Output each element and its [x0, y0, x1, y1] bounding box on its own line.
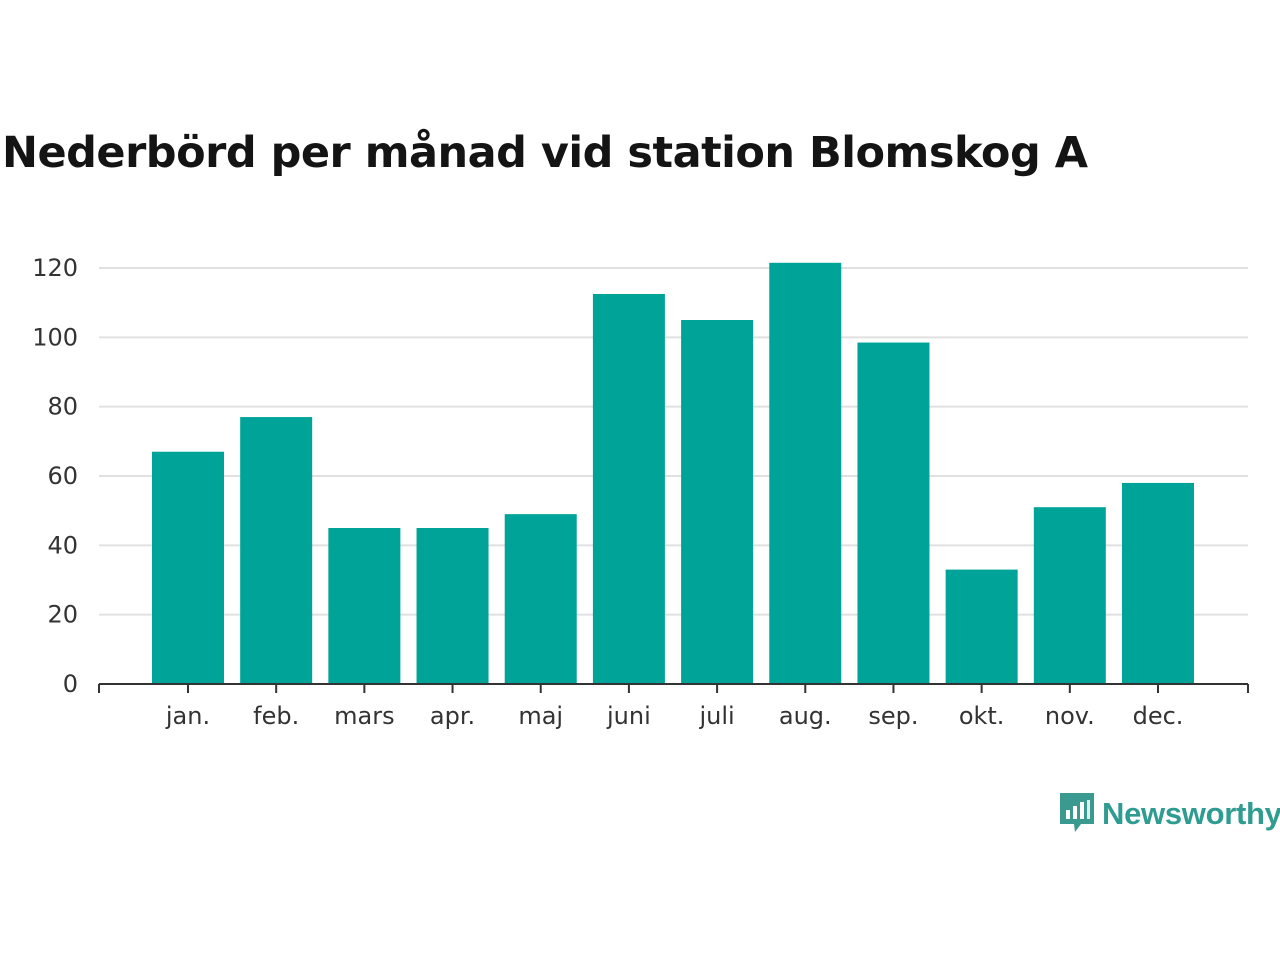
newsworthy-logo-icon [1058, 790, 1096, 838]
y-tick-label: 80 [47, 393, 78, 421]
x-tick-label: juni [606, 702, 651, 730]
x-tick-label: aug. [779, 702, 832, 730]
y-tick-label: 20 [47, 601, 78, 629]
bar [240, 417, 313, 684]
bar [1122, 482, 1194, 684]
bar [152, 451, 224, 684]
y-tick-label: 0 [63, 670, 78, 698]
bar [857, 342, 930, 684]
bar [504, 514, 577, 684]
x-tick-label: apr. [430, 702, 475, 730]
x-axis [98, 683, 1249, 693]
chart-title: Nederbörd per månad vid station Blomskog… [2, 128, 1088, 178]
x-axis-labels: jan. feb. mars apr. maj juni juli aug. sep. okt. n… [165, 702, 1184, 730]
x-tick-label: jan. [165, 702, 210, 730]
bar [945, 569, 1018, 684]
bar [416, 528, 489, 684]
bars [152, 262, 1194, 684]
y-tick-label: 120 [32, 254, 78, 282]
x-tick-label: juli [698, 702, 734, 730]
bar [769, 262, 842, 684]
newsworthy-brand[interactable]: Newsworthy [1058, 790, 1280, 838]
bar [681, 320, 754, 684]
x-tick-label: maj [518, 702, 563, 730]
x-tick-label: sep. [868, 702, 918, 730]
y-tick-label: 100 [32, 323, 78, 351]
x-tick-label: okt. [959, 702, 1005, 730]
x-tick-label: nov. [1045, 702, 1095, 730]
bar [328, 528, 401, 684]
y-tick-label: 40 [47, 531, 78, 559]
x-tick-label: feb. [253, 702, 299, 730]
x-tick-label: dec. [1133, 702, 1184, 730]
y-axis-labels: 0 20 40 60 80 100 120 [32, 254, 78, 698]
bar [592, 294, 665, 684]
y-tick-label: 60 [47, 462, 78, 490]
bar [1033, 507, 1106, 684]
x-tick-label: mars [334, 702, 394, 730]
brand-name: Newsworthy [1102, 796, 1280, 831]
